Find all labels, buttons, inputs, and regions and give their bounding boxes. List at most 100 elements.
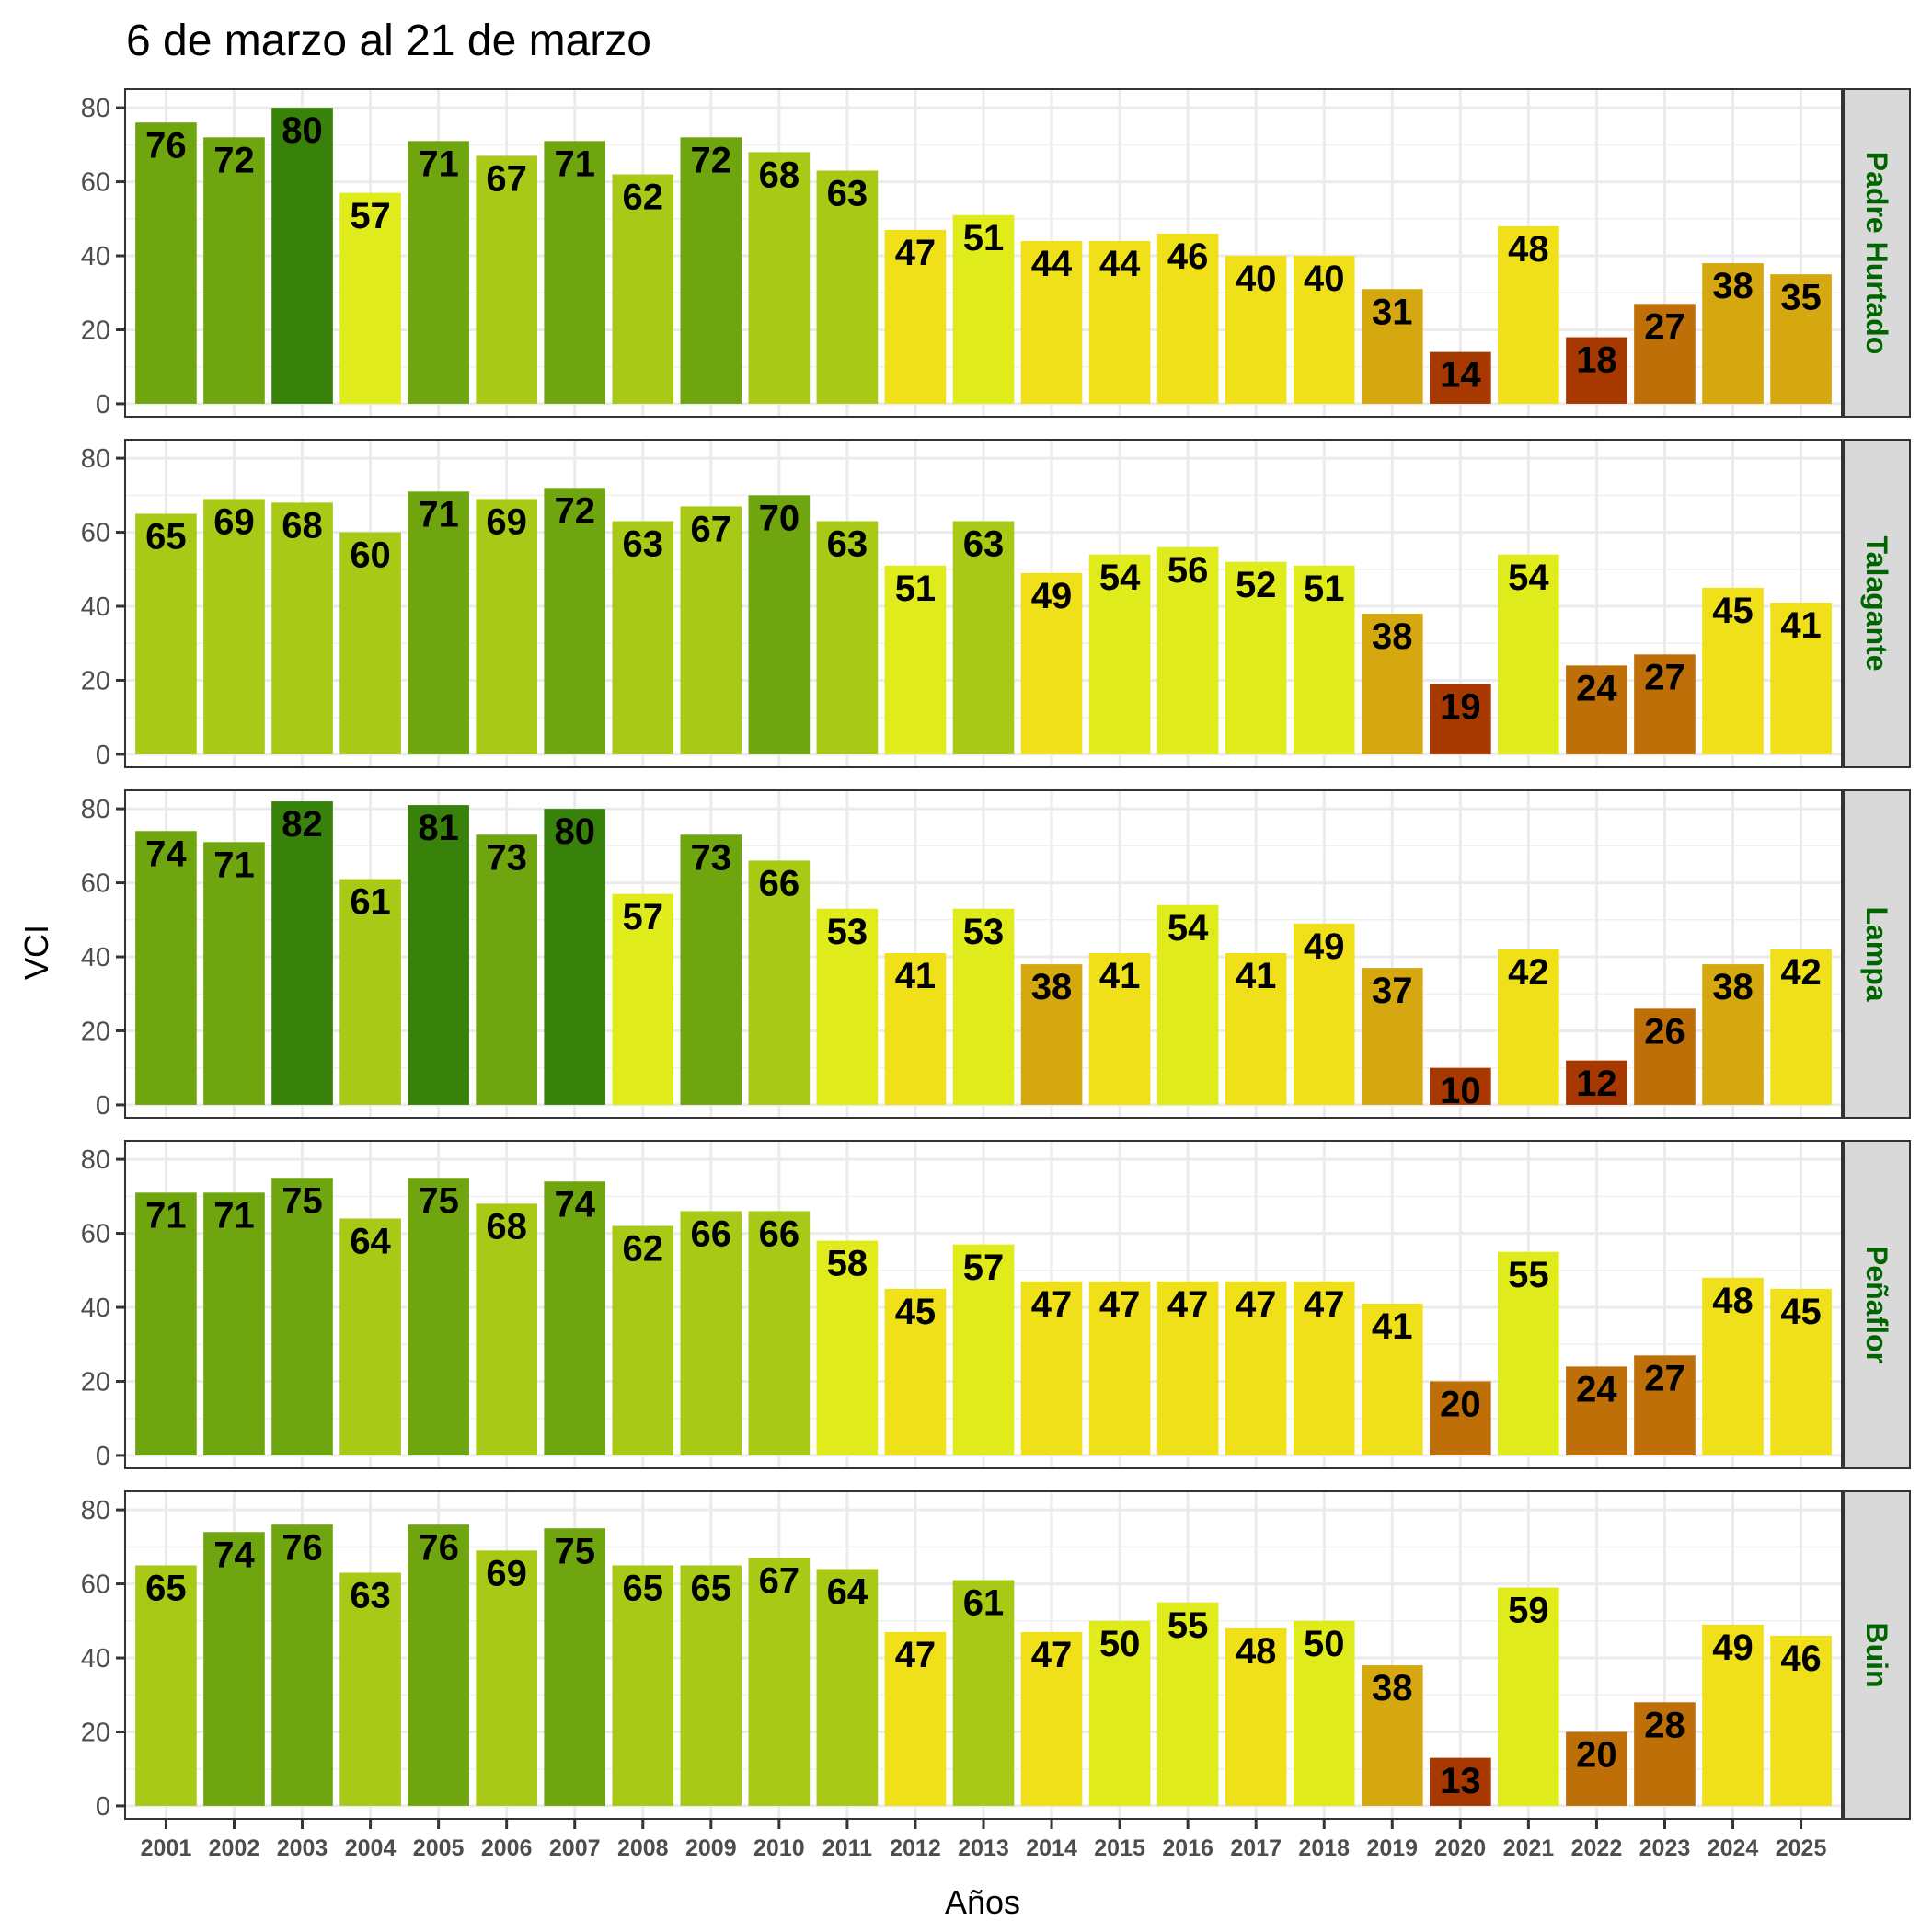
bar-value-label: 53 bbox=[963, 912, 1005, 952]
bar bbox=[612, 893, 674, 1105]
bar-value-label: 55 bbox=[1508, 1255, 1549, 1295]
bar bbox=[1088, 554, 1151, 754]
bar-value-label: 65 bbox=[623, 1569, 664, 1609]
y-tick-label: 40 bbox=[81, 1644, 110, 1673]
bar bbox=[1702, 1277, 1764, 1455]
x-tick-label: 2003 bbox=[277, 1835, 328, 1861]
bar-value-label: 50 bbox=[1099, 1624, 1141, 1664]
bar bbox=[408, 1178, 469, 1455]
bar bbox=[203, 499, 265, 754]
y-tick-label: 60 bbox=[81, 519, 110, 548]
bar-value-label: 49 bbox=[1031, 576, 1073, 616]
bar-value-label: 63 bbox=[623, 524, 664, 565]
panel-border bbox=[124, 439, 1843, 768]
x-tick-label: 2009 bbox=[685, 1835, 737, 1861]
bar bbox=[476, 1203, 537, 1455]
bar-value-label: 74 bbox=[554, 1184, 595, 1225]
x-tick-label: 2006 bbox=[481, 1835, 533, 1861]
bar-value-label: 61 bbox=[350, 882, 391, 923]
bar-value-label: 63 bbox=[350, 1576, 391, 1616]
bar-value-label: 76 bbox=[418, 1527, 459, 1568]
bar-value-label: 40 bbox=[1236, 259, 1277, 299]
bar-value-label: 69 bbox=[486, 501, 527, 542]
bar bbox=[1702, 587, 1764, 754]
bar bbox=[1770, 602, 1832, 754]
bar-value-label: 67 bbox=[486, 159, 527, 200]
y-tick-label: 20 bbox=[81, 1367, 110, 1397]
bar-value-label: 51 bbox=[963, 218, 1005, 259]
facet-strip bbox=[1843, 439, 1911, 768]
bar bbox=[544, 488, 606, 754]
bar-value-label: 47 bbox=[895, 233, 937, 273]
bar-value-label: 44 bbox=[1031, 244, 1073, 284]
bar-value-label: 72 bbox=[213, 140, 255, 180]
bar-value-label: 75 bbox=[418, 1180, 459, 1221]
bar bbox=[1566, 1060, 1627, 1105]
x-tick-label: 2004 bbox=[345, 1835, 397, 1861]
x-tick-label: 2015 bbox=[1094, 1835, 1145, 1861]
bar-value-label: 64 bbox=[350, 1222, 391, 1262]
bar bbox=[476, 834, 537, 1105]
bar-value-label: 54 bbox=[1099, 558, 1141, 598]
bar bbox=[884, 229, 947, 404]
bar bbox=[1566, 337, 1627, 404]
bar-value-label: 65 bbox=[691, 1569, 732, 1609]
panel-border bbox=[124, 789, 1843, 1119]
x-tick-label: 2017 bbox=[1230, 1835, 1282, 1861]
bar bbox=[1430, 351, 1491, 404]
bar-value-label: 24 bbox=[1576, 1370, 1617, 1410]
bar bbox=[816, 1240, 879, 1455]
bar-value-label: 66 bbox=[759, 864, 800, 904]
bar bbox=[1293, 256, 1355, 404]
bar bbox=[1156, 546, 1219, 754]
bar bbox=[1020, 964, 1083, 1105]
y-tick-label: 80 bbox=[81, 1496, 110, 1525]
bar bbox=[816, 170, 879, 404]
bar bbox=[816, 908, 879, 1105]
bar-value-label: 47 bbox=[1031, 1635, 1073, 1675]
bar bbox=[271, 1524, 333, 1806]
y-tick-label: 40 bbox=[81, 242, 110, 271]
y-tick-label: 80 bbox=[81, 444, 110, 474]
bar-value-label: 53 bbox=[827, 912, 868, 952]
bar-value-label: 67 bbox=[691, 510, 732, 550]
bar bbox=[339, 879, 401, 1105]
bar-value-label: 61 bbox=[963, 1583, 1005, 1624]
bar bbox=[339, 532, 401, 754]
bar-value-label: 47 bbox=[1099, 1284, 1141, 1325]
bar bbox=[203, 1192, 265, 1455]
bar bbox=[1361, 968, 1423, 1105]
y-tick-label: 0 bbox=[96, 1792, 110, 1822]
bar bbox=[952, 1580, 1015, 1806]
facet-panel: 65 69 68 60 71 69 72 63 67 70 63 51 63 49 54 56 52 51 38 19… bbox=[81, 439, 1911, 770]
bar bbox=[135, 513, 197, 754]
facet-strip-label: Padre Hurtado bbox=[1860, 152, 1893, 354]
bar bbox=[884, 1288, 947, 1455]
bar bbox=[1088, 952, 1151, 1105]
bar bbox=[1498, 1251, 1559, 1455]
bar bbox=[952, 214, 1015, 404]
facet-strip bbox=[1843, 88, 1911, 418]
bar-value-label: 44 bbox=[1099, 244, 1141, 284]
bar bbox=[1430, 1381, 1491, 1455]
bar bbox=[748, 152, 811, 404]
bar-value-label: 49 bbox=[1712, 1627, 1754, 1668]
bar bbox=[1156, 233, 1219, 404]
bar bbox=[1702, 263, 1764, 404]
bar bbox=[1498, 554, 1559, 754]
bar-value-label: 27 bbox=[1644, 1358, 1685, 1398]
bar bbox=[339, 192, 401, 404]
bar-value-label: 45 bbox=[895, 1292, 937, 1332]
facet-panels: 76 72 80 57 71 67 71 62 72 68 63 47 51 44 44 46 40 40 31 14… bbox=[81, 88, 1911, 1822]
bar bbox=[748, 495, 811, 754]
bar-value-label: 35 bbox=[1780, 277, 1822, 317]
x-axis-title: Años bbox=[945, 1883, 1020, 1921]
bar-value-label: 74 bbox=[145, 834, 187, 874]
bar bbox=[1634, 1702, 1696, 1806]
bar-value-label: 42 bbox=[1780, 952, 1822, 993]
bar-value-label: 57 bbox=[623, 897, 664, 937]
bar-value-label: 73 bbox=[486, 837, 527, 878]
y-axis-title: VCI bbox=[17, 925, 55, 980]
bar-value-label: 54 bbox=[1167, 908, 1209, 949]
